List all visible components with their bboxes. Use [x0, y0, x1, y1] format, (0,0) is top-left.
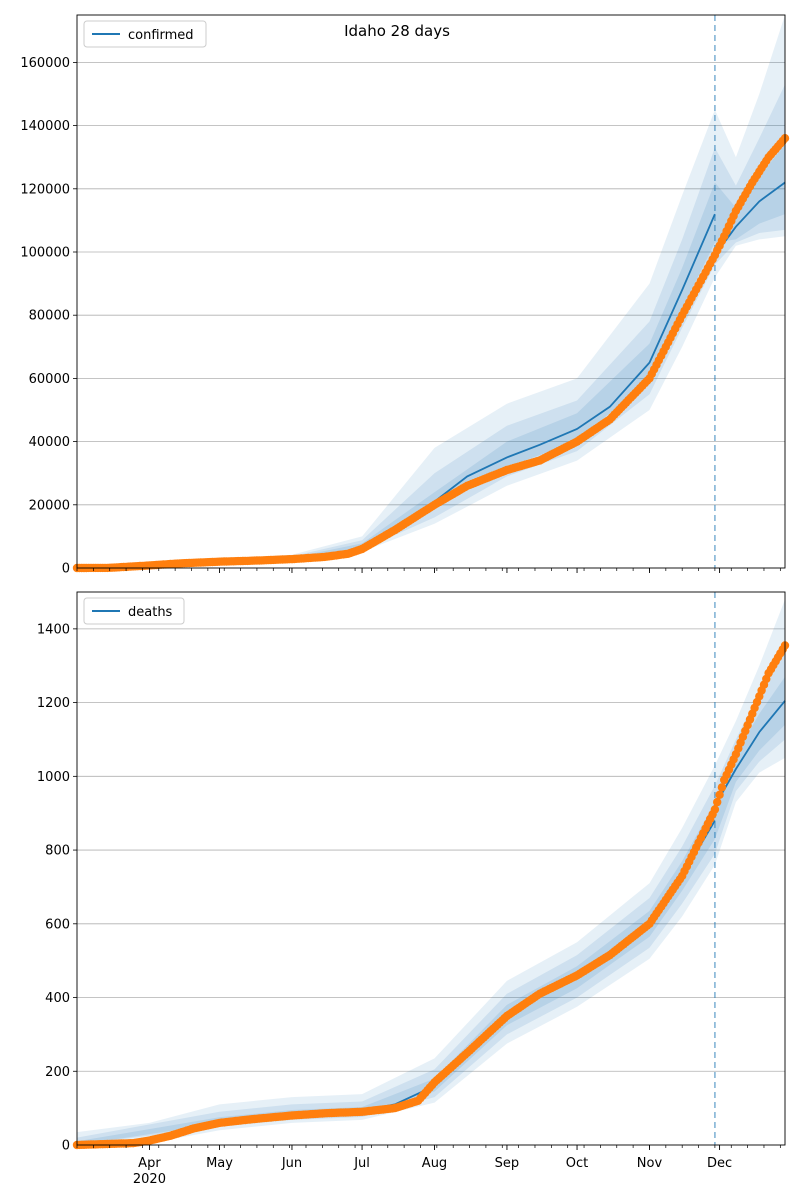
figure-title: Idaho 28 days — [344, 22, 450, 40]
x-tick-label: Jun — [281, 1156, 302, 1171]
legend-box — [83, 597, 185, 625]
y-tick-label: 400 — [45, 991, 70, 1006]
confidence-band-outer — [77, 15, 785, 568]
y-tick-label: 0 — [62, 562, 70, 577]
y-tick-label: 80000 — [29, 309, 70, 324]
y-tick-label: 1000 — [37, 770, 70, 785]
observed-point — [710, 805, 720, 814]
y-tick-label: 160000 — [20, 56, 70, 71]
y-tick-label: 800 — [45, 844, 70, 859]
y-tick-label: 0 — [62, 1139, 70, 1154]
observed-point — [715, 790, 724, 799]
x-axis: Apr May Jun Jul Aug Sep Oct Nov Dec 2020 — [133, 1156, 732, 1187]
plot-frame — [76, 591, 786, 1146]
x-tick-label: Dec — [707, 1156, 732, 1171]
y-tick-label: 140000 — [20, 119, 70, 134]
legend-label: confirmed — [128, 28, 194, 43]
y-tick-label: 200 — [45, 1065, 70, 1080]
y-tick-label: 100000 — [20, 246, 70, 261]
x-tick-label: Jul — [353, 1156, 370, 1171]
x-tick-label: Aug — [422, 1156, 447, 1171]
observed-points — [72, 641, 790, 1150]
y-tick-label: 40000 — [29, 435, 70, 450]
y-tick-label: 1400 — [37, 622, 70, 637]
legend-label: deaths — [128, 605, 173, 620]
x-tick-label: Apr — [138, 1156, 161, 1171]
y-tick-label: 600 — [45, 917, 70, 932]
y-tick-label: 1200 — [37, 696, 70, 711]
x-tick-label: Oct — [566, 1156, 588, 1171]
legend: deaths — [83, 597, 185, 625]
plot-frame — [76, 14, 786, 569]
x-year-label: 2020 — [133, 1172, 166, 1187]
x-tick-label: May — [206, 1156, 233, 1171]
y-tick-label: 120000 — [20, 182, 70, 197]
observed-points — [72, 134, 790, 573]
confirmed-panel: 0 20000 40000 60000 80000 100000 120000 140000 1… — [20, 14, 790, 577]
deaths-panel: 0 200 400 600 800 1000 1200 1400 deaths — [37, 591, 790, 1154]
x-tick-label: Nov — [637, 1156, 663, 1171]
y-tick-label: 20000 — [29, 498, 70, 513]
observed-point — [717, 783, 727, 792]
observed-point — [713, 797, 722, 807]
legend: confirmed — [83, 20, 207, 48]
x-tick-label: Sep — [495, 1156, 520, 1171]
legend-box — [83, 20, 207, 48]
y-tick-label: 60000 — [29, 372, 70, 387]
confidence-band-inner — [292, 144, 785, 560]
